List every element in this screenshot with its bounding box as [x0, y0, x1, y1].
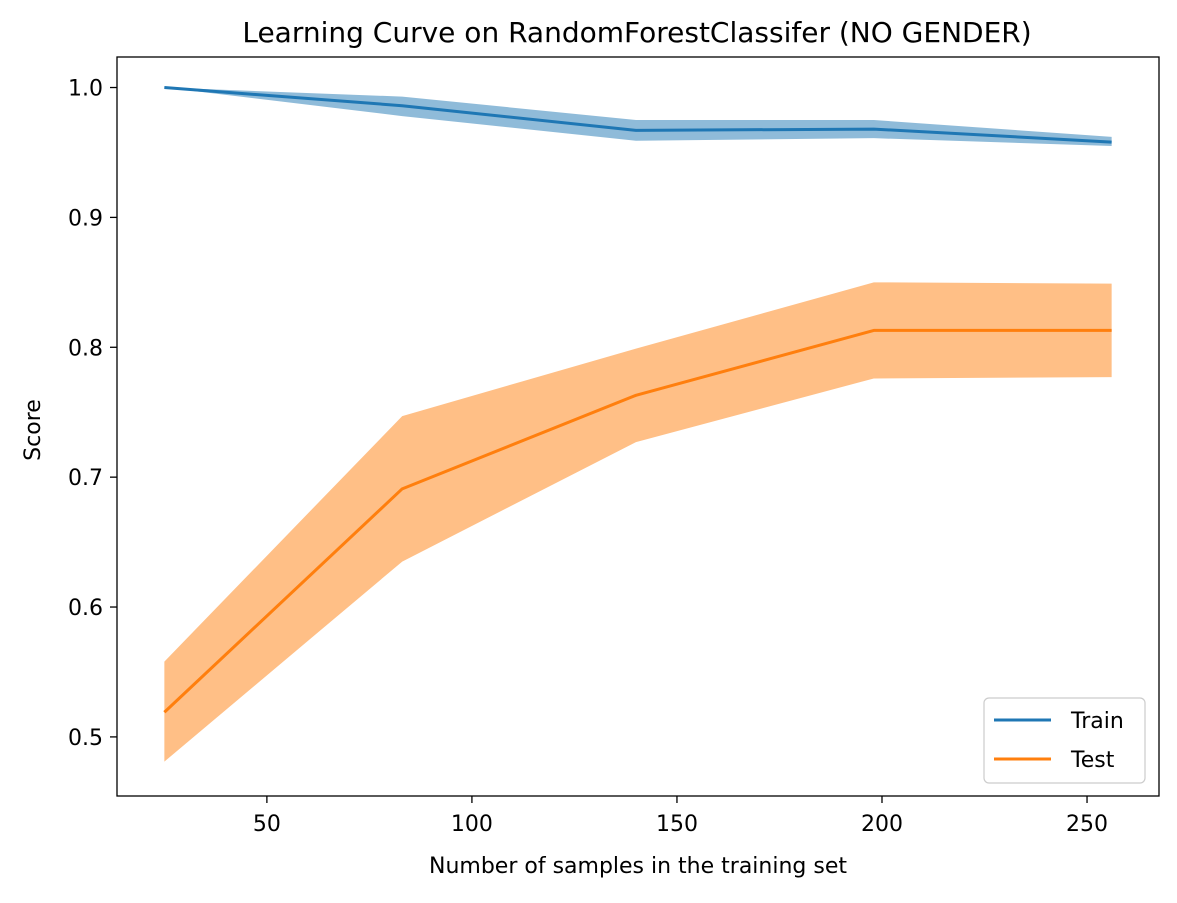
x-axis-label: Number of samples in the training set — [429, 854, 847, 879]
y-tick-label: 0.7 — [68, 466, 103, 491]
x-tick-label: 100 — [451, 812, 493, 837]
legend-label-test: Test — [1070, 748, 1115, 773]
x-tick-label: 200 — [861, 812, 903, 837]
y-tick-label: 0.8 — [68, 336, 103, 361]
y-tick-label: 0.5 — [68, 726, 103, 751]
legend-label-train: Train — [1070, 709, 1124, 734]
chart-title: Learning Curve on RandomForestClassifer … — [242, 16, 1031, 49]
legend: Train Test — [984, 698, 1145, 783]
x-tick-label: 250 — [1066, 812, 1108, 837]
y-tick-label: 0.9 — [68, 206, 103, 231]
y-tick-label: 0.6 — [68, 596, 103, 621]
y-axis-label: Score — [21, 399, 46, 461]
x-tick-label: 50 — [253, 812, 281, 837]
x-tick-label: 150 — [656, 812, 698, 837]
y-tick-label: 1.0 — [68, 77, 103, 102]
